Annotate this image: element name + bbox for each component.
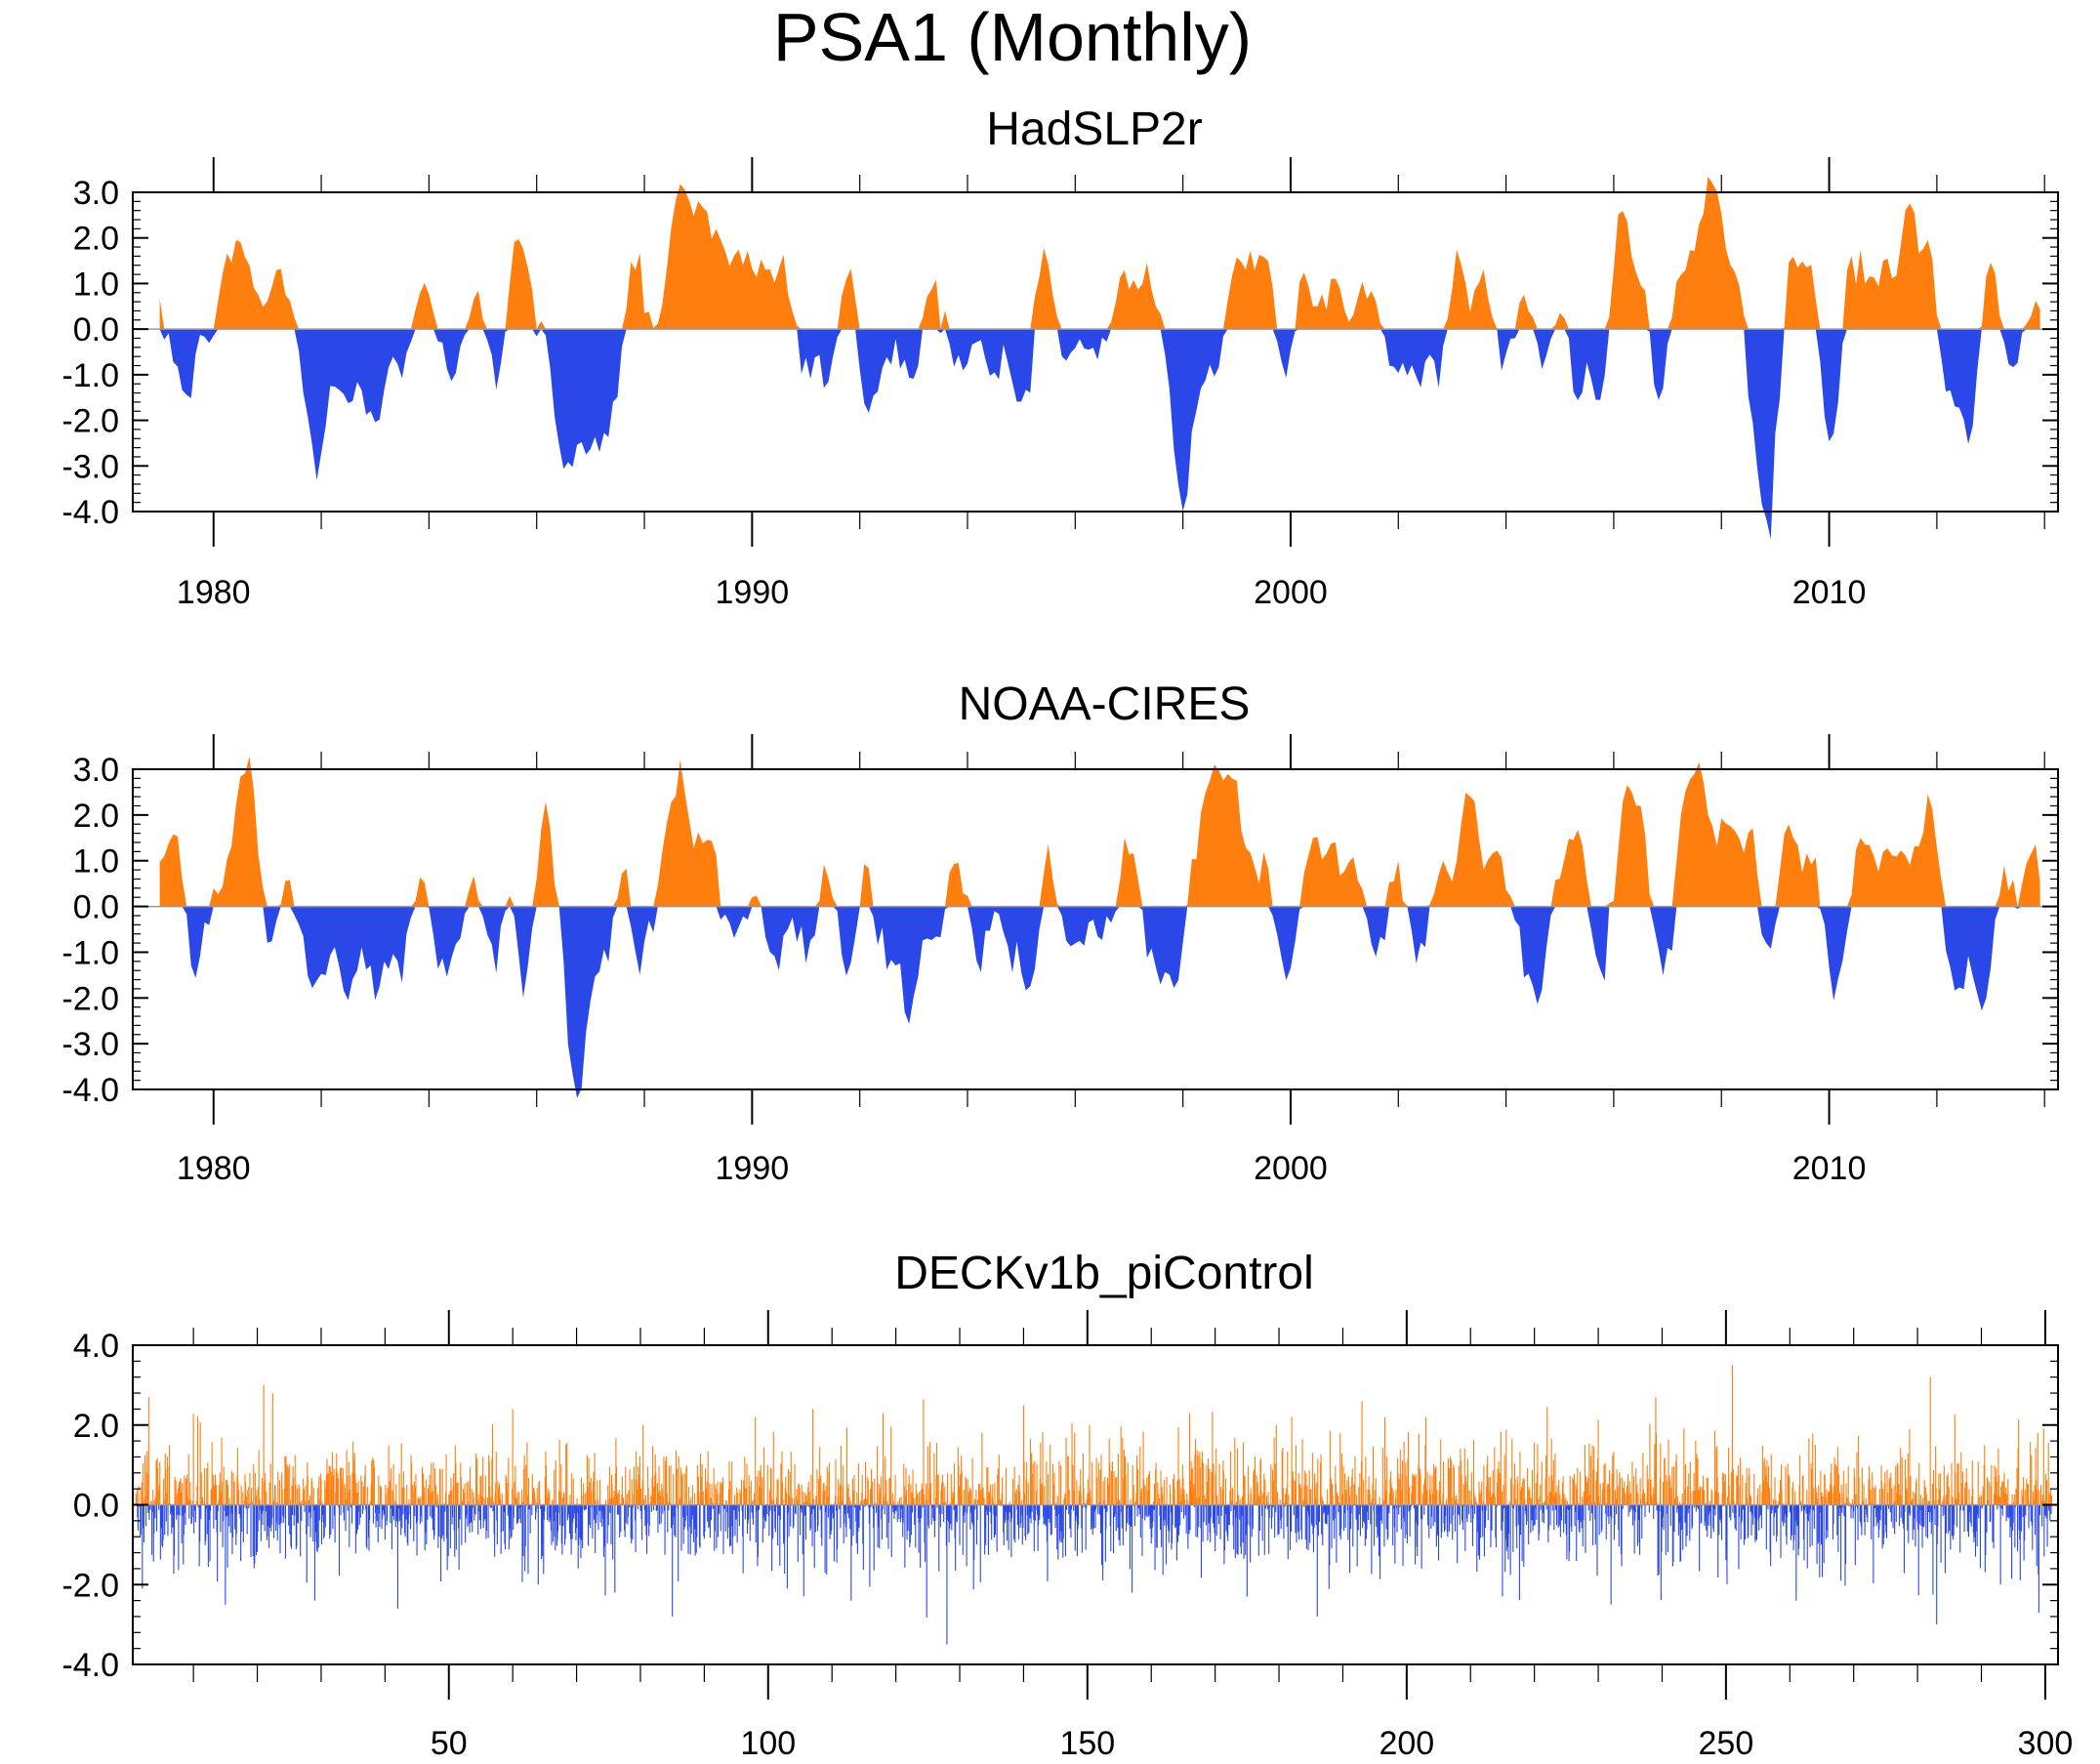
x-tick-label: 1990 [716,1150,790,1187]
y-tick-label: 2.0 [73,798,119,835]
negative-area [159,329,2040,540]
plot-frame [132,191,2059,513]
y-tick-labels: 3.0 2.0 1.0 0.0 -1.0 -2.0 -3.0 -4.0 [62,752,119,1109]
x-tick-label: 1990 [716,574,790,611]
x-tick-label: 2010 [1792,574,1867,611]
tick-layer [133,157,2058,547]
x-tick-label: 2000 [1254,1150,1328,1187]
x-tick-labels: 1980 1990 2000 2010 [177,574,1866,611]
y-tick-label: 3.0 [73,752,119,789]
y-tick-label: 0.0 [73,311,119,349]
fill-layer [159,176,2040,540]
x-tick-label: 50 [431,1725,468,1762]
x-tick-labels: 50 100 150 200 250 300 [431,1725,2073,1762]
x-tick-label: 1980 [177,574,251,611]
y-tick-label: 2.0 [73,221,119,258]
y-tick-label: 1.0 [73,843,119,881]
x-tick-label: 2000 [1254,574,1328,611]
tick-layer [133,1310,2058,1700]
x-tick-label: 250 [1699,1725,1754,1762]
fill-layer [159,756,2040,1098]
panel-title: HadSLP2r [986,103,1202,155]
panel-hadslp2r: HadSLP2r 3.0 2.0 1.0 0.0 -1.0 -2.0 -3.0 -4.0 19… [62,103,2059,611]
figure-title: PSA1 (Monthly) [773,0,1252,75]
y-tick-label: -4.0 [62,494,119,531]
y-tick-label: -4.0 [62,1647,119,1684]
y-tick-label: -2.0 [62,1567,119,1604]
tick-layer [133,734,2058,1125]
x-tick-label: 150 [1059,1725,1115,1762]
panel-deckv1b-picontrol: DECKv1b_piControl 4.0 2.0 0.0 -2.0 -4.0 50 10… [62,1248,2073,1762]
x-tick-label: 1980 [177,1150,251,1187]
y-tick-label: -2.0 [62,403,119,440]
y-tick-label: -3.0 [62,448,119,485]
panel-noaa-cires: NOAA-CIRES 3.02.01.00.0-1.0-2.0-3.0-4.0 … [62,678,2059,1187]
x-tick-label: 200 [1379,1725,1434,1762]
positive-area [159,756,2040,907]
y-tick-label: -1.0 [62,357,119,394]
y-tick-label: 0.0 [73,1488,119,1525]
panel-title: NOAA-CIRES [959,678,1251,730]
positive-area [159,176,2040,330]
y-tick-label: -4.0 [62,1072,119,1109]
x-tick-label: 2010 [1792,1150,1867,1187]
y-tick-label: 4.0 [73,1328,119,1365]
x-tick-label: 100 [740,1725,796,1762]
y-tick-labels: 4.0 2.0 0.0 -2.0 -4.0 [62,1328,119,1684]
panel-title: DECKv1b_piControl [894,1248,1314,1299]
x-tick-label: 300 [2018,1725,2074,1762]
y-tick-label: 2.0 [73,1408,119,1445]
y-tick-label: -3.0 [62,1026,119,1063]
y-tick-label: -1.0 [62,934,119,971]
y-tick-label: -2.0 [62,980,119,1017]
y-tick-label: 0.0 [73,889,119,926]
negative-area [159,906,2040,1098]
y-tick-labels: 3.0 2.0 1.0 0.0 -1.0 -2.0 -3.0 -4.0 [62,175,119,531]
y-tick-label: 3.0 [73,175,119,212]
x-tick-labels: 1980 1990 2000 2010 [177,1150,1866,1187]
fill-layer [135,1365,2053,1645]
y-tick-label: 1.0 [73,266,119,303]
plot-frame [132,768,2059,1090]
